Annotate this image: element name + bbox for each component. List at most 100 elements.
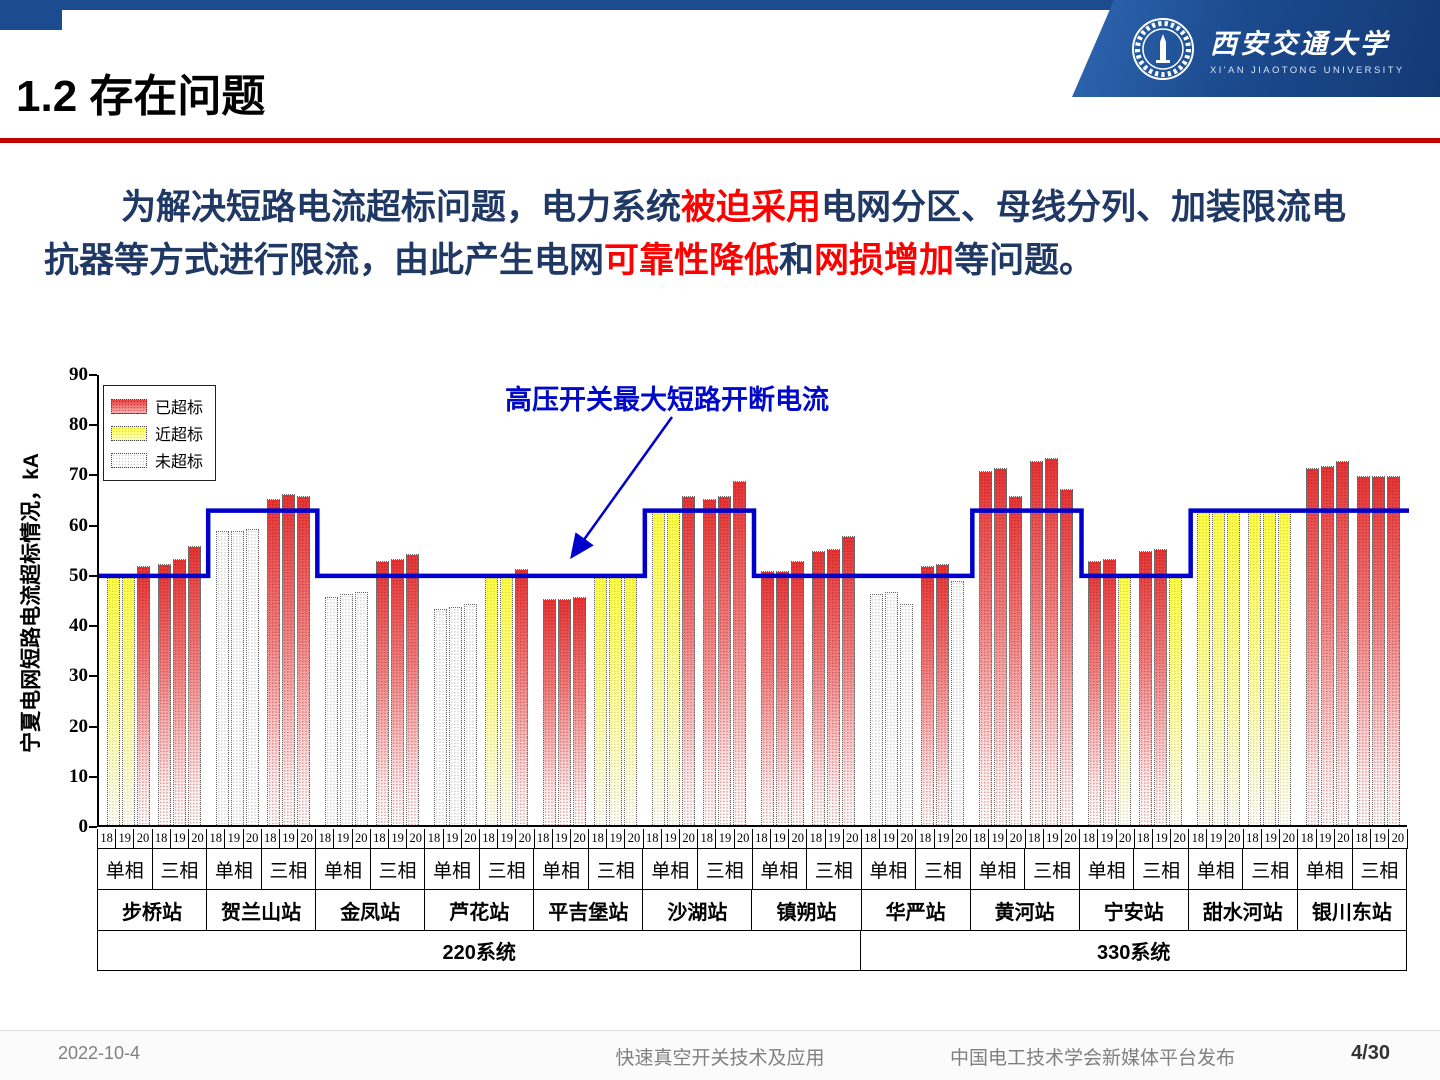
bar	[390, 558, 404, 825]
year-cell: 19	[389, 829, 408, 849]
year-cell: 18	[1134, 829, 1153, 849]
phase-bars	[1247, 508, 1291, 825]
bar	[557, 599, 571, 825]
chart-legend: 已超标 近超标 未超标	[103, 385, 217, 481]
system-cell: 330系统	[861, 931, 1407, 971]
phase-row: 单相 三相 单相 三相 单相 三相 单相 三相 单相 三相 单相 三相 单相 三相 单相 三相 单相 三相 单相 三相…	[98, 849, 1408, 890]
footer-date: 2022-10-4	[58, 1043, 141, 1063]
bar	[1305, 468, 1319, 825]
year-cell: 18	[752, 829, 771, 849]
phase-cell: 三相	[1025, 849, 1080, 890]
phase-cell: 三相	[152, 849, 208, 890]
station-bars	[317, 553, 426, 825]
legend-swatch-ok	[111, 452, 147, 468]
phase-bars	[324, 591, 368, 825]
year-cell: 20	[352, 829, 371, 849]
year-cell: 18	[261, 829, 280, 849]
bar	[1044, 458, 1058, 825]
phase-cell: 单相	[752, 849, 808, 890]
year-cell: 20	[1116, 829, 1135, 849]
bar	[1226, 511, 1240, 825]
bar	[215, 531, 229, 825]
phase-cell: 三相	[588, 849, 644, 890]
year-cell: 18	[807, 829, 826, 849]
highlight-red-text: 被迫采用	[681, 188, 822, 227]
year-cell: 19	[716, 829, 735, 849]
bar	[484, 576, 498, 825]
station-cell: 沙湖站	[643, 890, 753, 931]
year-cell: 19	[1098, 829, 1117, 849]
y-tick-label: 60	[69, 514, 88, 536]
top-accent-bar	[0, 0, 1440, 10]
bar	[666, 508, 680, 825]
legend-item: 近超标	[111, 421, 203, 445]
bar	[623, 573, 637, 825]
bar	[499, 573, 513, 825]
phase-cell: 单相	[861, 849, 917, 890]
phase-bars	[811, 536, 855, 825]
y-tick-label: 50	[69, 564, 88, 586]
bar	[775, 571, 789, 825]
year-cell: 18	[207, 829, 226, 849]
year-cell: 20	[1007, 829, 1026, 849]
station-cell: 芦花站	[425, 890, 535, 931]
year-cell: 19	[1043, 829, 1062, 849]
bar	[608, 576, 622, 825]
station-bars	[99, 546, 208, 825]
university-name-en: XI'AN JIAOTONG UNIVERSITY	[1210, 64, 1405, 76]
bar	[339, 594, 353, 825]
phase-cell: 三相	[261, 849, 317, 890]
y-tick-mark	[89, 826, 97, 828]
year-cell: 20	[298, 829, 317, 849]
bar	[920, 566, 934, 825]
phase-cell: 单相	[316, 849, 371, 890]
y-tick-label: 30	[69, 665, 88, 687]
y-tick-mark	[89, 474, 97, 477]
page-number: 4/30	[1351, 1042, 1390, 1064]
phase-cell: 单相	[970, 849, 1026, 890]
phase-cell: 单相	[534, 849, 589, 890]
body-paragraph: 为解决短路电流超标问题，电力系统被迫采用电网分区、母线分列、加装限流电 抗器等方式…	[44, 182, 1396, 287]
bar	[978, 470, 992, 825]
station-cell: 平吉堡站	[534, 890, 644, 931]
phase-bars	[1087, 558, 1131, 825]
bar	[1335, 460, 1349, 825]
bar	[1029, 460, 1043, 825]
station-bars	[208, 493, 317, 825]
bar	[1153, 548, 1167, 825]
bar	[245, 528, 259, 825]
station-bars	[1189, 508, 1298, 825]
bar	[841, 536, 855, 825]
bar	[281, 493, 295, 825]
bars-container	[99, 375, 1407, 825]
year-cell: 20	[570, 829, 590, 849]
station-cell: 金凤站	[316, 890, 426, 931]
phase-bars	[978, 468, 1022, 825]
bar	[230, 531, 244, 825]
bar	[790, 561, 804, 825]
phase-cell: 三相	[1134, 849, 1189, 890]
year-cell: 20	[1171, 829, 1190, 849]
year-cell: 19	[770, 829, 790, 849]
y-tick-mark	[89, 524, 97, 527]
y-tick-mark	[89, 374, 97, 376]
bar	[1087, 561, 1101, 825]
station-bars	[644, 481, 753, 825]
station-bars	[862, 563, 971, 825]
year-cell: 18	[152, 829, 171, 849]
y-tick-mark	[89, 675, 97, 678]
bar	[1371, 476, 1385, 825]
station-cell: 镇朔站	[752, 890, 862, 931]
legend-label: 近超标	[155, 427, 204, 444]
bar	[651, 508, 665, 825]
station-bars	[753, 536, 862, 825]
phase-cell: 三相	[807, 849, 862, 890]
plot-area	[97, 375, 1409, 827]
phase-cell: 单相	[1298, 849, 1353, 890]
phase-bars	[266, 493, 310, 825]
year-cell: 18	[589, 829, 608, 849]
university-name: 西安交通大学 XI'AN JIAOTONG UNIVERSITY	[1210, 22, 1405, 76]
phase-cell: 三相	[1352, 849, 1408, 890]
legend-label: 已超标	[155, 400, 204, 417]
